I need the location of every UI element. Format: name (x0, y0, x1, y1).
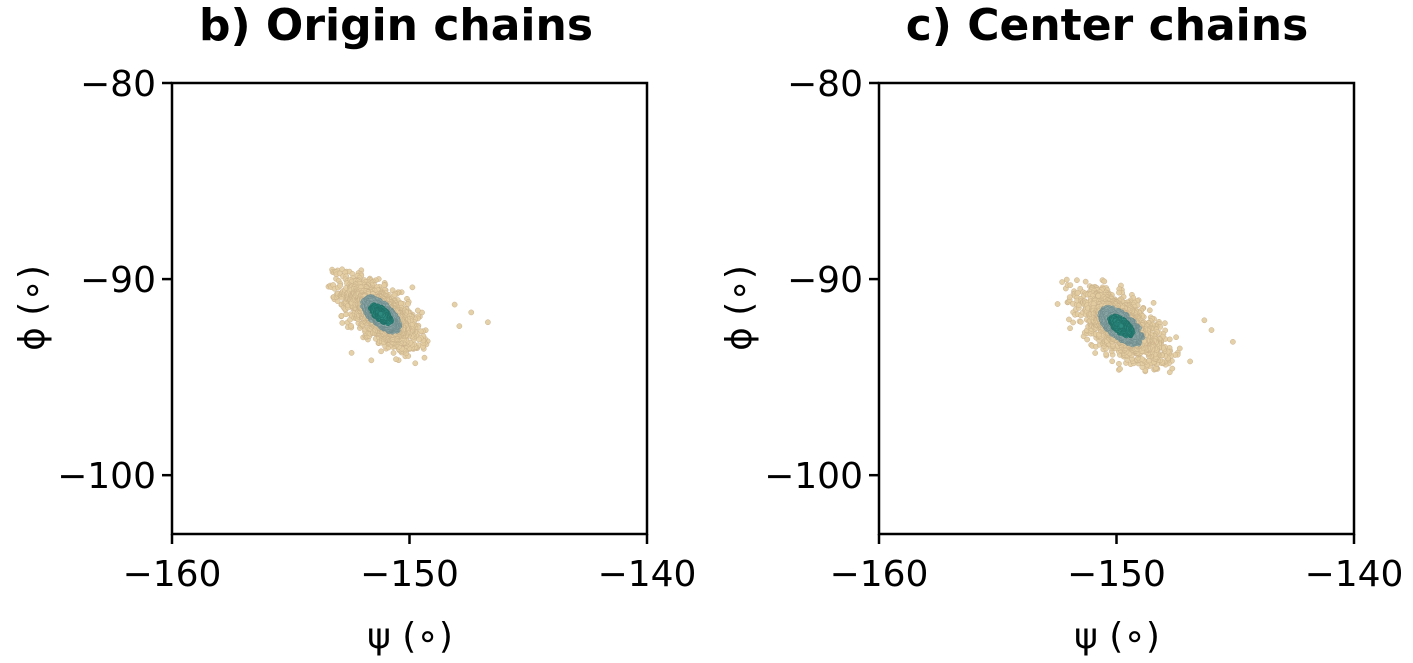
scatter-point (1116, 360, 1122, 367)
y-tick-label: −90 (787, 260, 863, 301)
scatter-point (393, 356, 399, 363)
y-tick-label: −90 (80, 260, 156, 301)
scatter-point (1063, 276, 1070, 283)
tick-group: −160 −150 −140 −80 −90 −100 (764, 64, 1403, 595)
scatter-point (1084, 336, 1091, 343)
panel-title: c) Center chains (906, 0, 1309, 51)
axes-frame (170, 81, 649, 536)
scatter-point (1109, 358, 1116, 365)
y-axis-label: ϕ (∘) (12, 265, 53, 351)
x-axis-label: ψ (∘) (367, 616, 453, 657)
scatter-point (1074, 277, 1080, 284)
x-tick-label: −150 (360, 554, 459, 595)
x-tick-label: −160 (123, 554, 222, 595)
scatter-point (1092, 350, 1099, 356)
scatter-point (1066, 294, 1073, 301)
scatter-point (451, 301, 458, 308)
scatter-point (414, 307, 421, 314)
scatter-point (368, 357, 375, 364)
scatter-point (1162, 320, 1168, 326)
scatter-point (468, 309, 475, 316)
scatter-point (1116, 289, 1122, 296)
scatter-point (456, 323, 463, 329)
x-tick-label: −140 (598, 554, 697, 595)
y-tick-label: −100 (764, 456, 863, 497)
scatter-point (390, 350, 397, 356)
x-tick-label: −140 (1305, 554, 1404, 595)
y-tick-label: −80 (787, 64, 863, 105)
scatter-point (1208, 327, 1215, 333)
x-tick-label: −150 (1067, 554, 1166, 595)
panel-title: b) Origin chains (199, 0, 593, 51)
y-axis-label: ϕ (∘) (719, 265, 760, 351)
scatter-point (1074, 290, 1081, 296)
scatter-point (1201, 317, 1208, 324)
scatter-point (1150, 299, 1157, 306)
plot-area (325, 266, 491, 367)
scatter-point (421, 354, 428, 361)
scatter-point (1146, 307, 1153, 314)
scatter-point (378, 348, 384, 355)
scatter-point (412, 360, 419, 367)
scatter-point (348, 350, 355, 356)
scatter-point (1118, 323, 1124, 329)
scatter-point (1103, 351, 1109, 357)
scatter-point (1070, 319, 1076, 326)
scatter-point (1101, 278, 1108, 285)
panel-center-chains: c) Center chains −160 −150 −140−80−90−100 … (719, 0, 1403, 657)
plot-area (1054, 276, 1236, 376)
scatter-point (1066, 316, 1072, 323)
scatter-point (378, 311, 384, 317)
scatter-point (1054, 301, 1061, 307)
scatter-point (1230, 338, 1236, 345)
scatter-point (1117, 366, 1123, 372)
scatter-point (1059, 279, 1065, 285)
scatter-point (1077, 319, 1084, 325)
scatter-point (1067, 325, 1073, 332)
scatter-point (485, 319, 491, 326)
scatter-point (339, 320, 346, 326)
scatter-point (1082, 278, 1089, 285)
x-tick-label: −160 (830, 554, 929, 595)
panel-origin-chains: b) Origin chains −160 −150 −140−80−90−100 … (12, 0, 696, 657)
scatter-point (1169, 365, 1176, 372)
y-tick-label: −100 (57, 456, 156, 497)
y-tick-label: −80 (80, 64, 156, 105)
scatter-point (409, 284, 416, 291)
scatter-point (1067, 282, 1074, 288)
scatter-point (348, 322, 354, 329)
scatter-point (337, 282, 343, 289)
x-axis-label: ψ (∘) (1074, 616, 1160, 657)
tick-group: −160 −150 −140 −80 −90 −100 (57, 64, 696, 595)
scatter-point (1187, 358, 1193, 365)
scatter-point (1173, 334, 1179, 341)
